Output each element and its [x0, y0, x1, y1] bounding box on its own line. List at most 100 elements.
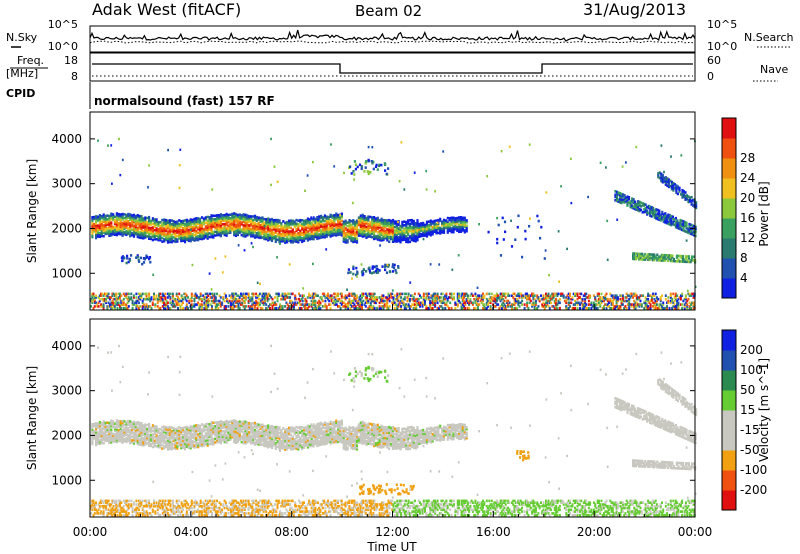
power-cell [664, 215, 667, 219]
power-cell [238, 299, 241, 303]
power-cell [320, 231, 323, 234]
power-cell [361, 235, 364, 238]
power-cell [274, 226, 277, 229]
power-cell [125, 261, 128, 265]
power-cell [115, 212, 118, 215]
velocity-cell [121, 439, 124, 443]
power-cell [267, 294, 270, 297]
power-cell [635, 257, 638, 261]
power-cell [263, 221, 266, 225]
power-cell [644, 305, 647, 308]
power-cell [153, 220, 156, 223]
power-cell [346, 235, 349, 239]
power-cell [289, 306, 292, 310]
power-cell [219, 216, 222, 220]
power-cell [353, 294, 356, 297]
power-cell [662, 220, 665, 224]
power-cell [310, 226, 313, 230]
power-cell [189, 239, 192, 243]
power-cell [538, 297, 541, 301]
power-cell [113, 226, 117, 229]
power-cell [642, 258, 645, 261]
power-cell [570, 201, 573, 205]
power-cell [401, 226, 404, 229]
power-cell [265, 225, 268, 228]
power-cell [126, 297, 129, 301]
power-cell [140, 231, 143, 234]
power-cell [193, 219, 196, 223]
power-cell [253, 216, 257, 219]
power-cell [420, 222, 423, 225]
power-cell [339, 306, 342, 310]
power-cell [110, 230, 113, 233]
power-cell [125, 294, 128, 297]
velocity-cell [95, 423, 98, 427]
power-cell [276, 229, 279, 233]
power-cell [227, 228, 230, 231]
power-cell [339, 301, 342, 305]
power-cell [626, 299, 629, 303]
power-cell [221, 219, 224, 222]
power-cell [430, 301, 433, 305]
power-cell [286, 237, 289, 240]
power-cell [127, 296, 130, 299]
power-cell [314, 294, 317, 297]
power-cell [135, 306, 138, 310]
power-cell [153, 297, 155, 301]
power-cell [667, 220, 670, 224]
power-cell [620, 194, 623, 198]
power-cell [176, 227, 179, 231]
power-cell [190, 306, 193, 310]
power-cell [383, 299, 386, 303]
power-cell [250, 215, 253, 218]
power-cell [227, 219, 230, 222]
power-cell [374, 219, 378, 222]
power-cell [96, 231, 100, 235]
power-cell [649, 212, 652, 216]
power-cell [191, 236, 194, 240]
power-cell [665, 216, 668, 219]
power-cell [610, 306, 613, 310]
power-cell [604, 297, 607, 301]
power-cell [442, 296, 445, 299]
power-cell [688, 198, 692, 201]
power-cell [185, 303, 188, 306]
power-cell [357, 218, 360, 221]
power-cell [418, 235, 421, 238]
power-cell [265, 219, 268, 223]
power-cell [410, 305, 413, 308]
power-cell [318, 236, 321, 240]
power-cell [408, 306, 411, 310]
power-cell [435, 299, 438, 303]
power-cell [291, 237, 294, 240]
power-cell [626, 294, 629, 297]
power-cell [483, 294, 486, 297]
power-cell [241, 294, 244, 297]
power-cell [419, 294, 421, 297]
power-cell [195, 296, 198, 299]
power-cell [159, 296, 162, 299]
nave-tick-bottom: 0 [707, 70, 714, 83]
power-cell [329, 224, 332, 227]
power-cell [323, 219, 326, 223]
power-cell [276, 233, 279, 236]
power-cell [636, 252, 639, 256]
power-cell [165, 235, 168, 238]
power-cell [253, 236, 257, 239]
power-cell [113, 301, 116, 305]
power-cell [120, 306, 123, 310]
power-cell [658, 211, 661, 214]
power-cell [398, 180, 401, 183]
power-cell [503, 299, 506, 303]
power-cell [231, 296, 234, 299]
power-cell [669, 294, 672, 297]
power-cell [225, 220, 228, 223]
power-cell [691, 259, 694, 262]
power-cell [253, 214, 257, 218]
power-cell [121, 225, 124, 228]
power-cell [650, 209, 653, 213]
power-cell [142, 305, 145, 308]
power-cell [452, 229, 455, 232]
power-cell [450, 230, 453, 234]
power-cell [382, 306, 385, 310]
